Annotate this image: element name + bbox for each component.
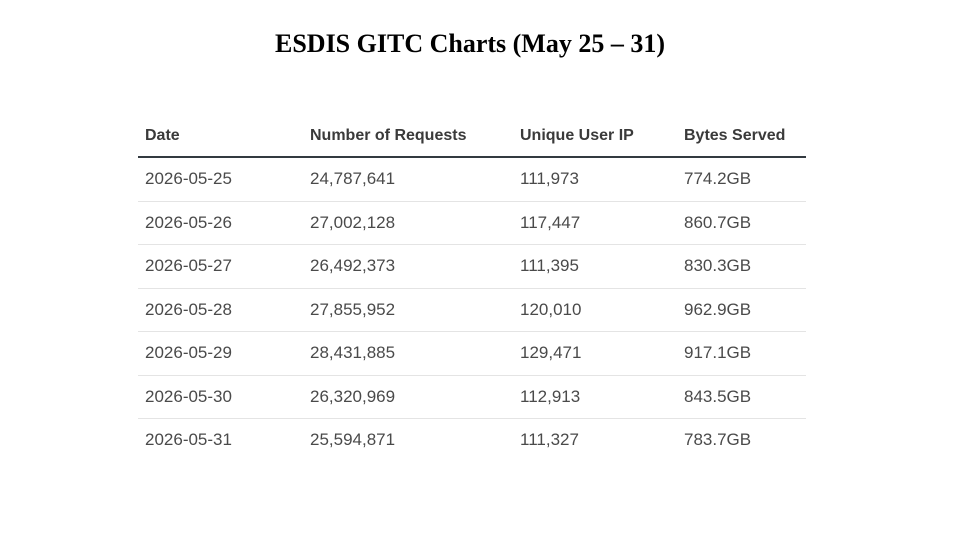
cell-date: 2026-05-25 xyxy=(138,157,303,202)
table-row: 2026-05-26 27,002,128 117,447 860.7GB xyxy=(138,201,806,245)
cell-unique-ip: 112,913 xyxy=(513,375,677,419)
cell-requests: 27,002,128 xyxy=(303,201,513,245)
cell-bytes: 860.7GB xyxy=(677,201,806,245)
column-header-date: Date xyxy=(138,116,303,158)
cell-date: 2026-05-31 xyxy=(145,430,232,450)
table-row: 2026-05-31 25,594,871 111,327 783.7GB xyxy=(138,419,806,462)
cell-date: 2026-05-27 xyxy=(138,244,303,289)
cell-unique-ip: 111,327 xyxy=(520,430,579,450)
cell-date: 2026-05-30 xyxy=(138,375,303,419)
cell-requests: 26,320,969 xyxy=(303,375,513,419)
table-header-row: Date Number of Requests Unique User IP B… xyxy=(138,116,806,158)
column-header-bytes: Bytes Served xyxy=(677,116,806,158)
cell-bytes: 774.2GB xyxy=(677,157,806,202)
cell-date: 2026-05-26 xyxy=(138,201,303,245)
page-title: ESDIS GITC Charts (May 25 – 31) xyxy=(274,29,666,58)
cell-unique-ip: 117,447 xyxy=(513,201,677,245)
stats-table-container: Date Number of Requests Unique User IP B… xyxy=(138,116,806,462)
cell-requests: 25,594,871 xyxy=(310,430,396,450)
cell-bytes: 917.1GB xyxy=(677,331,806,376)
cell-requests: 28,431,885 xyxy=(303,331,513,376)
cell-unique-ip: 111,973 xyxy=(513,157,677,202)
cell-requests: 27,855,952 xyxy=(303,288,513,332)
cell-requests: 24,787,641 xyxy=(303,157,513,202)
cell-unique-ip: 129,471 xyxy=(513,331,677,376)
cell-bytes: 830.3GB xyxy=(677,244,806,289)
cell-requests: 26,492,373 xyxy=(303,244,513,289)
cell-date: 2026-05-28 xyxy=(138,288,303,332)
cell-date: 2026-05-29 xyxy=(138,331,303,376)
table-row: 2026-05-25 24,787,641 111,973 774.2GB xyxy=(138,157,806,202)
column-header-unique-ip: Unique User IP xyxy=(513,116,677,158)
table-row: 2026-05-29 28,431,885 129,471 917.1GB xyxy=(138,331,806,376)
table-row: 2026-05-28 27,855,952 120,010 962.9GB xyxy=(138,288,806,332)
column-header-requests: Number of Requests xyxy=(303,116,513,158)
stats-table: Date Number of Requests Unique User IP B… xyxy=(138,116,806,462)
cell-bytes: 962.9GB xyxy=(677,288,806,332)
cell-unique-ip: 120,010 xyxy=(513,288,677,332)
table-row: 2026-05-30 26,320,969 112,913 843.5GB xyxy=(138,375,806,419)
cell-bytes: 783.7GB xyxy=(684,430,752,450)
table-row: 2026-05-27 26,492,373 111,395 830.3GB xyxy=(138,244,806,289)
cell-bytes: 843.5GB xyxy=(677,375,806,419)
cell-unique-ip: 111,395 xyxy=(513,244,677,289)
